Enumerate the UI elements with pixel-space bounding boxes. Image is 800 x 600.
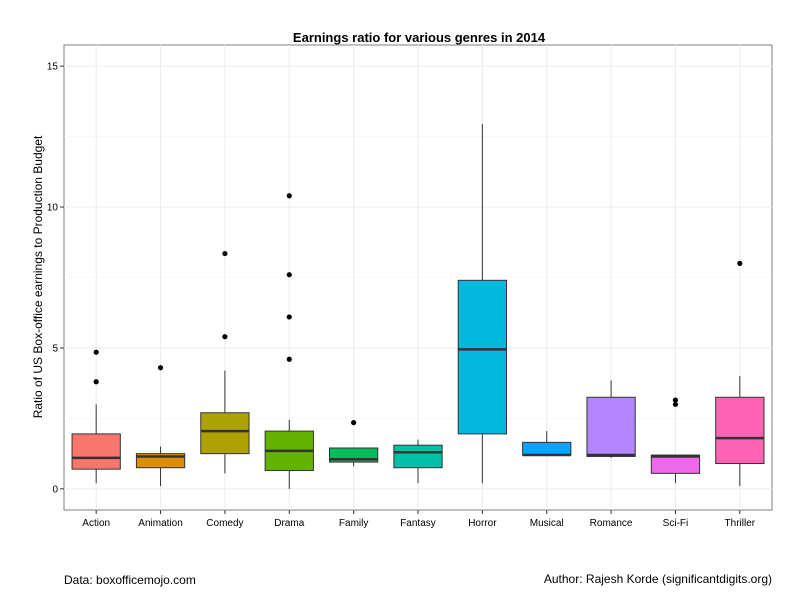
box-sci-fi <box>650 454 701 474</box>
author-note: Author: Rajesh Korde (significantdigits.… <box>543 572 772 586</box>
outlier-point-drama <box>286 272 292 278</box>
box-musical <box>522 441 572 456</box>
grid-layer <box>64 45 772 510</box>
outlier-point-comedy <box>222 334 228 340</box>
outlier-point-thriller <box>737 260 743 267</box>
x-tick-label-animation: Animation <box>138 518 182 529</box>
x-tick-label-family: Family <box>339 518 368 529</box>
data-source-note: Data: boxofficemojo.com <box>64 573 196 587</box>
box-fantasy <box>393 444 443 469</box>
outlier-point-drama <box>286 356 292 362</box>
x-tick-label-drama: Drama <box>274 518 304 529</box>
outlier-point-animation <box>157 365 164 371</box>
box-layer <box>71 123 765 489</box>
y-tick-label: 10 <box>47 203 59 214</box>
x-tick-label-musical: Musical <box>530 518 564 529</box>
y-axis-label: Ratio of US Box-office earnings to Produ… <box>31 135 45 418</box>
outlier-point-sci-fi <box>672 397 679 403</box>
outlier-point-action <box>93 349 99 355</box>
box-horror <box>457 279 507 435</box>
box-romance <box>586 396 636 457</box>
outlier-point-sci-fi <box>672 401 679 407</box>
box-action <box>71 433 121 470</box>
y-tick-label: 5 <box>52 343 58 354</box>
x-tick-label-fantasy: Fantasy <box>400 518 436 529</box>
x-tick-label-sci-fi: Sci-Fi <box>663 518 689 529</box>
outlier-point-drama <box>286 193 292 199</box>
outlier-point-family <box>351 420 357 426</box>
box-comedy <box>200 412 250 455</box>
chart-title: Earnings ratio for various genres in 201… <box>293 30 546 45</box>
axis-layer: 0 5 10 15 Action Animation Comedy Drama Family Fa… <box>47 62 756 529</box>
outlier-point-drama <box>286 314 292 320</box>
x-tick-label-action: Action <box>82 518 110 529</box>
y-tick-label: 15 <box>47 62 59 73</box>
x-tick-label-horror: Horror <box>468 518 497 529</box>
outlier-point-action <box>93 379 99 385</box>
x-tick-label-comedy: Comedy <box>206 518 243 529</box>
x-tick-label-romance: Romance <box>590 518 633 529</box>
box-thriller <box>715 396 765 465</box>
outlier-point-comedy <box>222 250 228 257</box>
y-tick-label: 0 <box>52 484 58 495</box>
x-tick-label-thriller: Thriller <box>725 518 756 529</box>
